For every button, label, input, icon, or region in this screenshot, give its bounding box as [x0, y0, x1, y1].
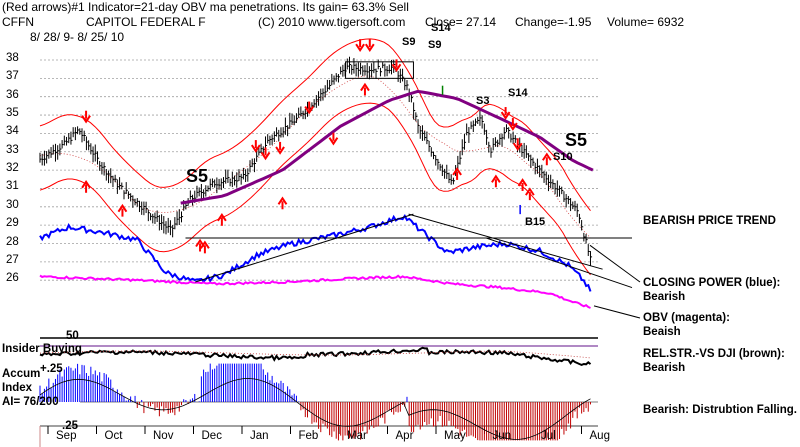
price-tick-label: 30 [6, 198, 19, 211]
symbol: CFFN [2, 15, 34, 29]
closing-power-status: Bearish [643, 291, 686, 303]
copyright: (C) 2010 www.tigersoft.com [258, 15, 406, 29]
sell-arrow-head [508, 122, 518, 131]
sell-arrow-head [391, 63, 402, 73]
cp-uptrend-line [195, 213, 414, 283]
close-value: Close= 27.14 [425, 15, 497, 29]
top-box [345, 61, 414, 79]
rel-strength-line [39, 346, 592, 366]
signal-s9a: S9 [402, 36, 416, 48]
price-tick-label: 33 [6, 143, 19, 156]
dotted-ma [39, 75, 591, 239]
price-tick-label: 27 [6, 253, 19, 266]
buy-arrow-head [277, 196, 288, 205]
sell-arrow-head [364, 43, 375, 52]
insider-tick: 50 [66, 330, 79, 342]
sell-arrow-head [260, 151, 271, 161]
buy-arrow-head [452, 167, 462, 176]
relstr-status: Bearish [643, 362, 686, 374]
month-label: May [444, 430, 466, 442]
obv-line [39, 274, 591, 309]
bearish-trend-label: BEARISH PRICE TREND [643, 215, 776, 227]
cp-downtrend-line [408, 213, 603, 270]
signal-s14b: S14 [508, 87, 528, 99]
purple-moving-average [180, 89, 594, 205]
sell-arrow-head [275, 146, 285, 155]
pointer-closing-power [589, 244, 641, 283]
accum-top-tick: +.25 [40, 363, 63, 375]
price-tick-label: 35 [6, 107, 19, 120]
cp-pointer-line [486, 237, 633, 289]
insider-buying-label: Insider Buying [2, 343, 82, 355]
accum-index-label: Index [2, 382, 33, 394]
price-tick-label: 36 [6, 88, 19, 101]
buy-arrow-head [491, 174, 501, 183]
buy-arrow-head [525, 187, 535, 196]
signal-s5-right: S5 [565, 130, 588, 150]
buy-arrow-head [360, 82, 370, 92]
month-label: Oct [104, 430, 123, 442]
sell-arrow-head [328, 137, 339, 146]
upper-band [39, 38, 591, 212]
sell-arrow-head [81, 115, 91, 124]
buy-arrow-head [117, 203, 128, 213]
change-value: Change=-1.95 [515, 15, 592, 29]
ai-value: AI= 76/200 [2, 396, 59, 408]
buy-arrow-head [517, 178, 528, 187]
month-label: Jan [250, 430, 269, 442]
signal-s10: S10 [553, 151, 573, 163]
closing-power-label: CLOSING POWER (blue): [643, 277, 781, 289]
price-tick-label: 38 [6, 52, 19, 64]
distribution-label: Bearish: Distrubtion Falling. [643, 404, 797, 416]
sell-arrow-head [355, 43, 365, 52]
price-tick-label: 26 [6, 272, 19, 285]
buy-arrow-head [81, 179, 91, 189]
price-tick-label: 34 [6, 125, 19, 138]
volume-value: Volume= 6932 [607, 15, 685, 29]
obv-status: Beaish [643, 326, 681, 338]
sell-arrow-head [250, 144, 261, 153]
indicator-title: (Red arrows)#1 Indicator=21-day OBV ma p… [2, 0, 409, 14]
price-tick-label: 32 [6, 162, 19, 175]
relstr-label: REL.STR.-VS DJI (brown): [643, 348, 785, 360]
pointer-obv [593, 305, 641, 319]
month-label: Feb [298, 430, 319, 442]
signal-s14a: S14 [431, 22, 451, 34]
sell-arrow-head [500, 111, 511, 120]
sell-arrow-head [304, 105, 315, 115]
company-name: CAPITOL FEDERAL F [86, 15, 206, 29]
lower-band [39, 102, 591, 276]
price-tick-label: 28 [6, 235, 19, 248]
price-tick-label: 29 [6, 217, 19, 230]
signal-s3: S3 [476, 95, 490, 107]
buy-arrow-head [541, 152, 552, 161]
signal-s9b: S9 [428, 39, 442, 51]
month-label: Sep [56, 430, 77, 442]
sell-arrow-head [512, 142, 523, 152]
price-tick-label: 31 [6, 180, 19, 193]
buy-arrow-head [200, 240, 210, 249]
signal-b15: B15 [525, 216, 546, 228]
accum-bottom-tick: .25 [62, 420, 78, 432]
month-label: Aug [589, 430, 610, 442]
price-tick-label: 37 [6, 70, 19, 83]
accum-ma [39, 378, 591, 440]
buy-arrow-head [217, 213, 227, 222]
month-label: Nov [153, 430, 174, 442]
month-label: Mar [347, 430, 367, 442]
obv-label: OBV (magenta): [643, 312, 730, 324]
signal-s5-left: S5 [186, 166, 209, 186]
month-label: Jun [492, 430, 512, 442]
month-label: Jul [541, 430, 556, 442]
month-label: Apr [395, 430, 414, 442]
accum-title: Accum [2, 368, 41, 380]
date-range: 8/ 28/ 9- 8/ 25/ 10 [30, 30, 125, 44]
month-label: Dec [201, 430, 222, 442]
